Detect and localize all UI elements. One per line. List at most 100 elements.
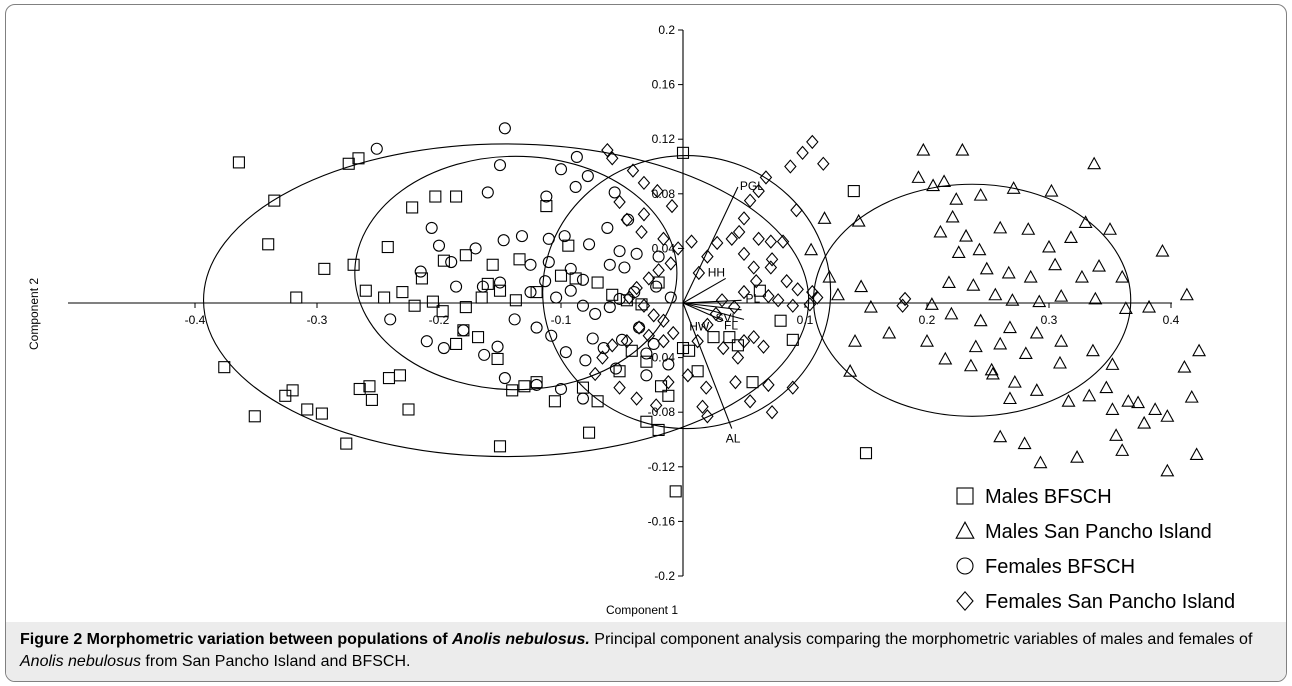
point-females-bfsch: [550, 291, 563, 304]
point-males-bfsch: [318, 262, 331, 275]
y-tick-label: -0.2: [654, 569, 675, 583]
point-males-san-pancho-island: [1160, 463, 1175, 477]
point-males-bfsch: [218, 361, 231, 374]
point-females-bfsch: [633, 321, 646, 334]
point-males-san-pancho-island: [1021, 222, 1036, 235]
point-males-san-pancho-island: [973, 313, 988, 327]
legend-label: Females San Pancho Island: [985, 591, 1235, 613]
point-males-bfsch: [669, 485, 682, 498]
point-females-bfsch: [630, 247, 643, 260]
point-females-bfsch: [601, 221, 614, 234]
point-females-bfsch: [581, 170, 594, 183]
point-females-san-pancho-island: [692, 265, 706, 281]
point-males-san-pancho-island: [1063, 230, 1078, 243]
point-females-san-pancho-island: [637, 207, 651, 222]
point-males-bfsch: [363, 380, 376, 393]
x-tick-label: 0.2: [919, 313, 936, 327]
point-males-bfsch: [359, 284, 372, 297]
data-points: [218, 122, 1207, 498]
point-females-san-pancho-island: [896, 298, 909, 313]
point-males-bfsch: [786, 333, 799, 346]
point-females-san-pancho-island: [762, 377, 775, 393]
point-females-bfsch: [437, 341, 450, 355]
point-males-bfsch: [640, 415, 653, 428]
point-males-bfsch: [847, 185, 860, 198]
point-males-san-pancho-island: [1115, 443, 1130, 456]
point-females-san-pancho-island: [630, 280, 643, 296]
point-males-bfsch: [396, 286, 409, 299]
point-females-san-pancho-island: [632, 320, 646, 335]
point-males-san-pancho-island: [848, 334, 863, 347]
point-females-san-pancho-island: [759, 170, 773, 185]
point-males-bfsch: [406, 201, 419, 214]
x-tick-label: 0.1: [797, 313, 814, 327]
point-females-san-pancho-island: [691, 334, 704, 349]
point-males-san-pancho-island: [1005, 293, 1020, 306]
point-females-bfsch: [559, 346, 572, 359]
point-females-san-pancho-island: [764, 260, 778, 275]
point-females-san-pancho-island: [652, 263, 665, 278]
point-males-bfsch: [707, 331, 720, 344]
point-males-san-pancho-island: [1099, 380, 1114, 394]
point-females-san-pancho-island: [620, 334, 634, 349]
point-males-bfsch: [426, 295, 439, 308]
point-females-san-pancho-island: [588, 366, 602, 382]
point-females-san-pancho-island: [728, 299, 741, 315]
point-males-san-pancho-island: [984, 362, 999, 376]
point-females-san-pancho-island: [637, 298, 651, 313]
point-males-bfsch: [640, 355, 653, 368]
vector-label-hh: HH: [708, 265, 725, 279]
point-males-san-pancho-island: [1109, 428, 1124, 441]
y-tick-label: -0.16: [648, 514, 676, 528]
point-females-san-pancho-island: [626, 163, 640, 178]
point-males-san-pancho-island: [1007, 374, 1022, 388]
point-females-san-pancho-island: [657, 334, 670, 349]
point-males-san-pancho-island: [863, 299, 878, 313]
point-females-bfsch: [545, 329, 558, 342]
point-males-bfsch: [591, 276, 604, 289]
point-males-san-pancho-island: [993, 429, 1008, 443]
point-females-san-pancho-island: [709, 306, 723, 322]
point-females-bfsch: [664, 291, 677, 304]
point-females-bfsch: [370, 142, 383, 155]
point-females-bfsch: [425, 221, 438, 234]
point-males-san-pancho-island: [1044, 183, 1059, 197]
point-females-san-pancho-island: [790, 203, 803, 218]
point-females-bfsch: [662, 358, 675, 371]
point-females-san-pancho-island: [817, 156, 830, 171]
point-females-bfsch: [554, 382, 568, 396]
point-males-bfsch: [606, 288, 619, 301]
point-females-san-pancho-island: [710, 235, 724, 251]
point-females-bfsch: [542, 232, 555, 245]
point-females-bfsch: [586, 332, 599, 345]
point-males-san-pancho-island: [1155, 243, 1170, 257]
point-females-bfsch: [530, 378, 543, 391]
point-females-san-pancho-island: [701, 409, 714, 424]
point-females-san-pancho-island: [737, 246, 751, 262]
point-males-san-pancho-island: [1105, 402, 1120, 415]
point-males-san-pancho-island: [985, 366, 1000, 380]
legend-marker-diamond: [956, 590, 974, 612]
point-males-bfsch: [436, 305, 449, 318]
point-males-bfsch: [262, 238, 275, 251]
point-females-bfsch: [432, 239, 446, 252]
point-females-san-pancho-island: [662, 375, 675, 390]
legend-label: Males San Pancho Island: [985, 521, 1212, 543]
vector-label-fl: FL: [724, 318, 738, 332]
point-males-san-pancho-island: [1192, 343, 1207, 357]
point-females-bfsch: [613, 245, 626, 258]
y-tick-label: -0.08: [648, 405, 676, 419]
point-females-san-pancho-island: [764, 234, 778, 249]
point-females-san-pancho-island: [606, 338, 619, 353]
point-males-san-pancho-island: [1018, 346, 1033, 360]
point-females-san-pancho-island: [667, 325, 680, 341]
point-males-san-pancho-island: [968, 339, 983, 353]
point-females-bfsch: [576, 299, 590, 312]
point-males-san-pancho-island: [911, 170, 926, 183]
y-tick-label: 0.2: [658, 23, 675, 37]
figure-frame: [5, 4, 1287, 682]
point-males-bfsch: [491, 352, 504, 366]
point-females-bfsch: [576, 392, 590, 405]
legend-marker-square: [956, 487, 974, 505]
point-males-san-pancho-island: [920, 334, 934, 347]
